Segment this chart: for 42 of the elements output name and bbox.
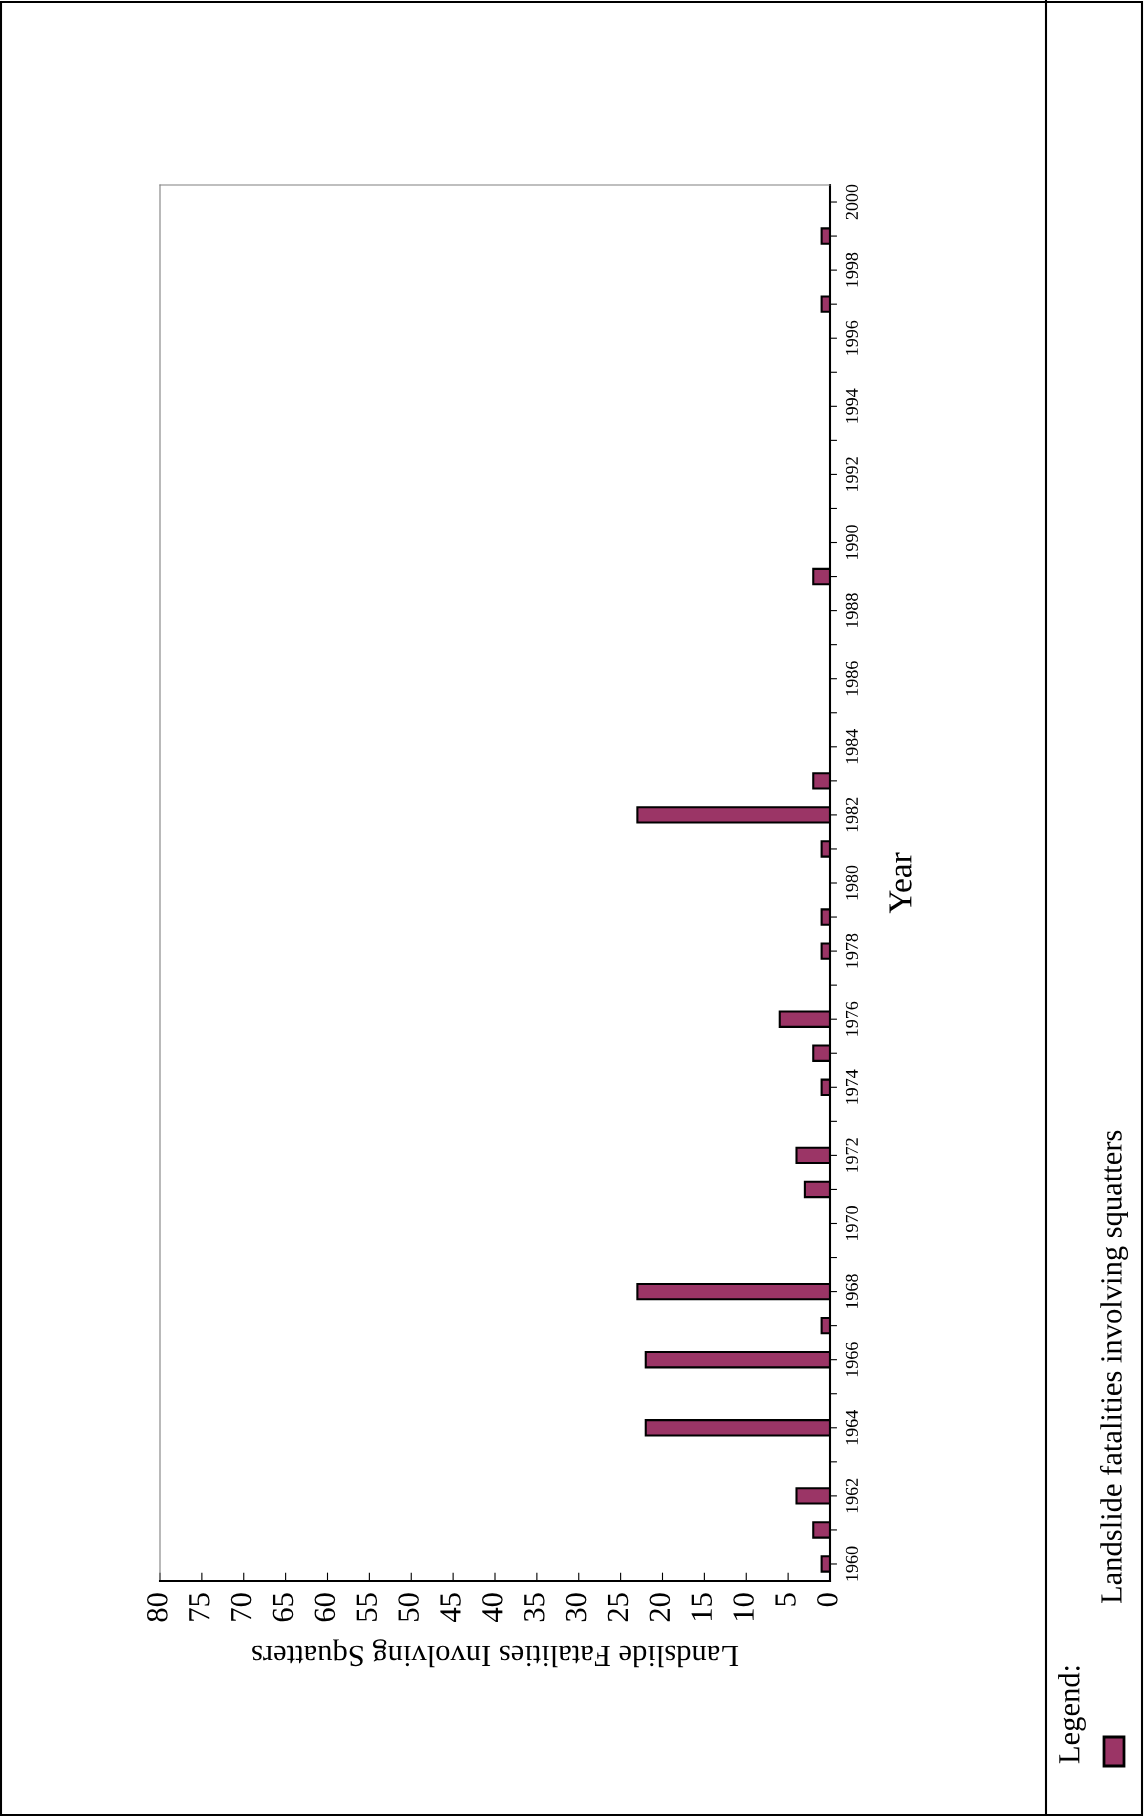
x-tick-label: 75 [189,1593,210,1621]
x-tick-label: 80 [147,1593,168,1622]
y-tick-label: 1968 [845,1274,858,1309]
x-tick-label: 20 [649,1593,671,1622]
y-tick-label: 1974 [845,1069,858,1104]
y-tick-label: 1986 [845,661,858,696]
y-tick-label: 1982 [845,797,858,832]
x-tick-label: 55 [356,1593,378,1621]
text: Landslide fatalities involving squatters [1099,1130,1129,1604]
y-tick-label: 1966 [845,1342,858,1377]
x-tick-label: 0 [817,1593,838,1607]
y-tick-label: 1984 [845,729,858,764]
x-tick-label: 50 [398,1593,419,1621]
x-tick-label: 30 [565,1593,587,1622]
y-tick-label: 1998 [845,252,858,287]
y-tick-label: 1960 [845,1546,858,1581]
x-tick-label: 25 [607,1593,629,1622]
y-tick-label: 1994 [845,388,858,423]
y-tick-label: 1970 [845,1206,858,1240]
y-tick-label: 1962 [845,1478,858,1513]
y-tick-label: 2000 [845,184,858,220]
x-tick-label: 5 [775,1593,796,1606]
x-tick-label: 70 [230,1593,252,1621]
x-tick-label: 60 [314,1593,336,1622]
y-tick-label: 1976 [845,1001,858,1036]
x-tick-label: 15 [691,1593,713,1620]
x-tick-label: 45 [440,1593,461,1623]
y-tick-label: 1964 [845,1410,858,1445]
legend-title: Legend: [1058,1666,1086,1764]
y-axis-title: Year [889,852,912,914]
y-tick-label: 1978 [845,933,858,968]
y-tick-label: 1990 [845,525,858,559]
y-tick-label: 1996 [845,320,858,355]
x-tick-label: 35 [523,1593,545,1622]
y-tick-label: 1992 [845,457,858,491]
x-axis-title: Landslide Fatalities Involving Squatters [252,1639,739,1668]
x-tick-label: 65 [272,1593,294,1622]
x-tick-label: 10 [733,1593,754,1620]
y-tick-label: 1980 [845,865,858,900]
y-tick-label: 1988 [845,593,858,628]
x-tick-label: 40 [482,1593,503,1623]
y-tick-label: 1972 [845,1138,858,1172]
